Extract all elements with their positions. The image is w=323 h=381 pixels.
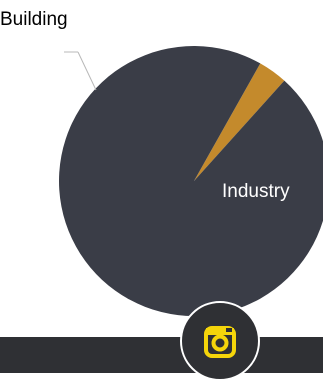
building-leader-line-diagonal [77, 51, 97, 91]
instagram-icon [204, 326, 236, 358]
pie-chart: Building Industry [0, 9, 323, 316]
label-building: Building [0, 9, 68, 30]
pie-slice-industry [59, 46, 323, 316]
footer-bar [0, 337, 323, 373]
pie-slice-building [194, 63, 285, 181]
label-industry: Industry [222, 181, 290, 202]
instagram-button[interactable] [180, 301, 260, 381]
